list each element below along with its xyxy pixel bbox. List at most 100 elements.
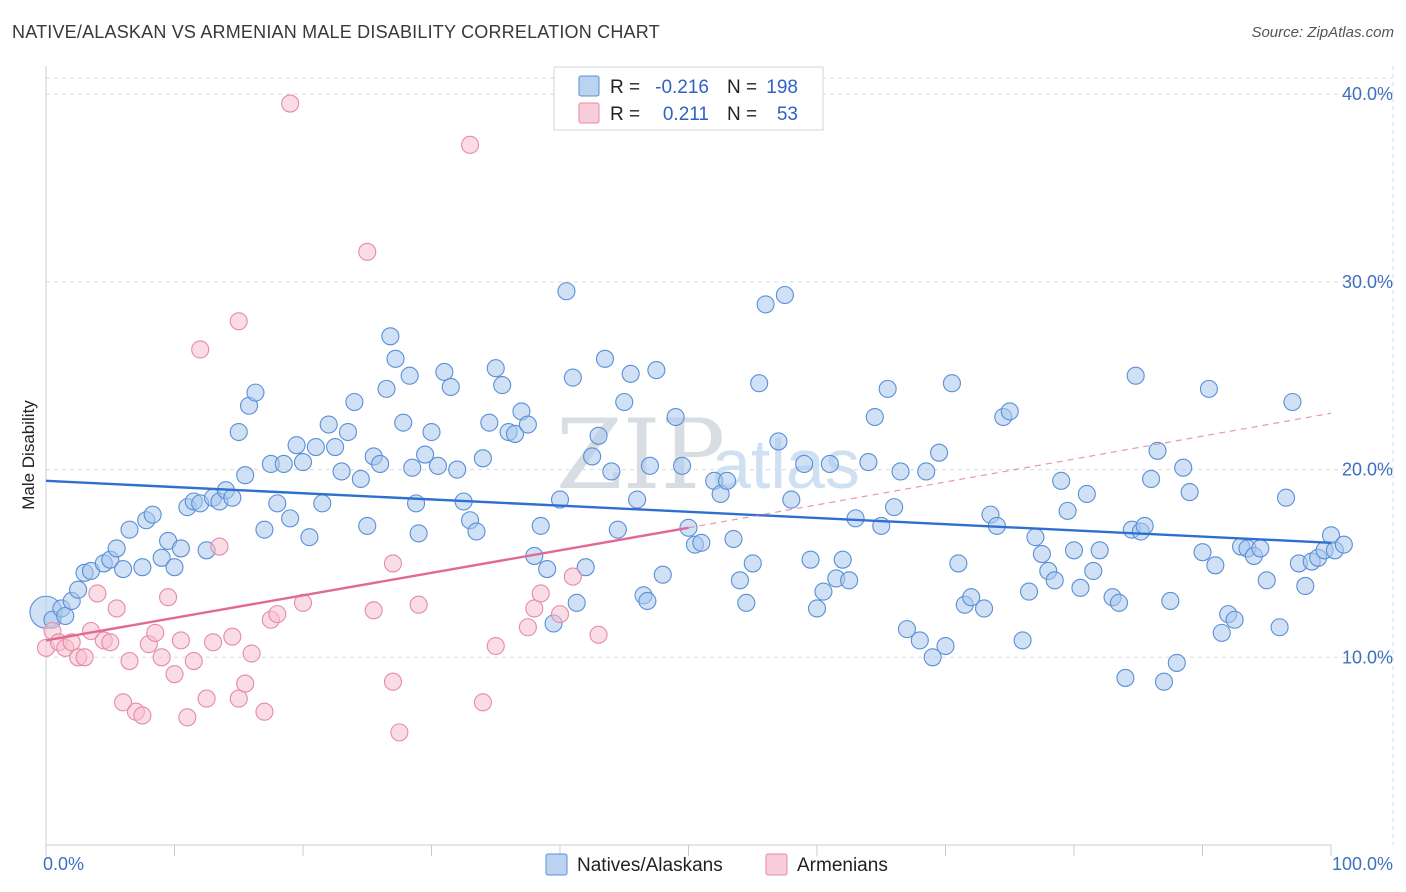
armenian-point-44 xyxy=(460,135,480,154)
native-point-156 xyxy=(1084,561,1103,580)
native-point-34 xyxy=(268,494,287,513)
native-point-122 xyxy=(840,571,859,590)
native-point-68 xyxy=(473,449,492,468)
armenian-point-23 xyxy=(184,651,203,671)
native-point-88 xyxy=(602,462,621,481)
armenian-point-11 xyxy=(107,599,126,618)
native-point-99 xyxy=(673,456,692,475)
native-point-90 xyxy=(615,392,634,412)
y-tick-label-1: 20.0% xyxy=(1342,460,1393,480)
native-point-91 xyxy=(621,364,640,383)
armenian-point-50 xyxy=(550,605,570,624)
armenian-point-25 xyxy=(197,689,216,708)
legend-swatch-armenian xyxy=(578,102,600,124)
native-point-105 xyxy=(717,471,737,490)
native-point-48 xyxy=(358,516,377,535)
native-point-133 xyxy=(923,648,942,667)
native-point-67 xyxy=(467,522,486,541)
native-point-152 xyxy=(1058,501,1077,520)
native-point-3 xyxy=(56,606,75,626)
native-point-62 xyxy=(435,362,454,382)
native-point-70 xyxy=(486,359,505,378)
native-point-94 xyxy=(638,591,657,611)
legend: R = -0.216 N = 198 R = 0.211 N = 53 xyxy=(553,66,824,131)
native-point-60 xyxy=(422,422,441,442)
armenian-point-4 xyxy=(62,633,81,652)
native-point-45 xyxy=(338,422,358,442)
native-point-69 xyxy=(480,413,499,432)
native-point-106 xyxy=(724,529,743,549)
armenian-point-51 xyxy=(563,567,582,586)
y-tick-label-0: 10.0% xyxy=(1342,647,1393,667)
armenian-points xyxy=(36,94,608,742)
native-point-28 xyxy=(229,422,248,442)
armenian-point-40 xyxy=(383,672,403,691)
native-point-177 xyxy=(1225,610,1244,629)
native-point-129 xyxy=(891,462,910,481)
armenian-point-31 xyxy=(236,674,255,693)
armenian-point-12 xyxy=(114,693,133,712)
native-point-112 xyxy=(769,432,788,451)
native-point-139 xyxy=(962,588,981,607)
armenian-point-52 xyxy=(589,625,608,644)
native-point-16 xyxy=(152,548,171,567)
armenian-point-17 xyxy=(146,623,165,642)
native-point-164 xyxy=(1135,516,1154,535)
armenian-point-48 xyxy=(525,599,544,618)
native-point-52 xyxy=(381,327,400,346)
native-point-134 xyxy=(930,443,949,462)
native-point-124 xyxy=(859,453,878,472)
native-point-118 xyxy=(814,582,833,601)
native-point-56 xyxy=(403,458,422,477)
native-point-15 xyxy=(143,505,162,524)
native-point-157 xyxy=(1090,541,1109,560)
native-point-85 xyxy=(583,447,602,466)
native-point-175 xyxy=(1212,623,1231,642)
chart-title: NATIVE/ALASKAN VS ARMENIAN MALE DISABILI… xyxy=(12,22,660,42)
native-points xyxy=(29,282,1353,691)
native-point-59 xyxy=(416,445,435,464)
armenian-point-26 xyxy=(204,633,223,652)
native-point-84 xyxy=(576,558,595,577)
native-point-160 xyxy=(1116,668,1135,687)
native-point-77 xyxy=(531,516,550,535)
axes xyxy=(45,66,1332,856)
native-point-18 xyxy=(165,558,184,577)
native-point-182 xyxy=(1257,571,1276,590)
armenian-point-39 xyxy=(364,601,383,620)
native-point-38 xyxy=(293,453,313,472)
armenian-point-42 xyxy=(390,723,409,742)
legend-r-value-armenian: 0.211 xyxy=(663,104,709,125)
native-point-147 xyxy=(1026,528,1045,547)
native-point-98 xyxy=(666,407,685,427)
native-point-108 xyxy=(737,593,756,612)
native-point-36 xyxy=(281,509,300,528)
native-point-165 xyxy=(1142,469,1161,489)
native-point-116 xyxy=(801,550,820,569)
native-point-125 xyxy=(865,407,884,427)
legend-r-value-native: -0.216 xyxy=(655,77,709,98)
native-point-5 xyxy=(69,580,88,599)
armenian-point-43 xyxy=(409,595,428,614)
native-point-58 xyxy=(409,524,428,543)
native-point-102 xyxy=(692,533,711,552)
native-point-131 xyxy=(910,631,929,650)
native-point-170 xyxy=(1174,458,1193,477)
armenian-trend-line-extension xyxy=(688,412,1332,529)
native-point-162 xyxy=(1126,366,1145,385)
native-point-171 xyxy=(1180,483,1199,502)
native-point-50 xyxy=(371,454,390,473)
armenian-point-36 xyxy=(281,94,300,113)
armenian-point-15 xyxy=(133,706,152,725)
native-point-119 xyxy=(820,454,839,473)
armenian-point-38 xyxy=(358,242,377,261)
native-point-27 xyxy=(223,488,242,507)
native-point-153 xyxy=(1064,541,1084,560)
native-point-148 xyxy=(1032,544,1051,564)
native-point-181 xyxy=(1251,539,1270,558)
native-point-42 xyxy=(319,415,338,434)
native-point-53 xyxy=(386,349,405,368)
armenian-point-29 xyxy=(229,689,248,708)
bottom-legend: Natives/Alaskans Armenians xyxy=(545,853,888,876)
native-point-150 xyxy=(1045,571,1064,590)
